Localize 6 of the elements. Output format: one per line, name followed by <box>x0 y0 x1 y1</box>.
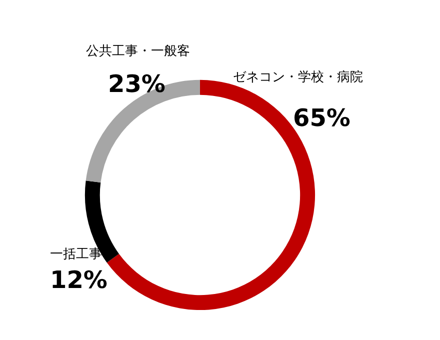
data-label: 12% <box>50 266 108 294</box>
slice-label: 公共工事・一般客 <box>86 43 190 59</box>
data-label: 65% <box>293 104 350 132</box>
slice-label: 一括工事 <box>50 247 102 262</box>
slice-label: ゼネコン・学校・病院 <box>233 70 363 85</box>
data-label: 23% <box>108 70 166 98</box>
